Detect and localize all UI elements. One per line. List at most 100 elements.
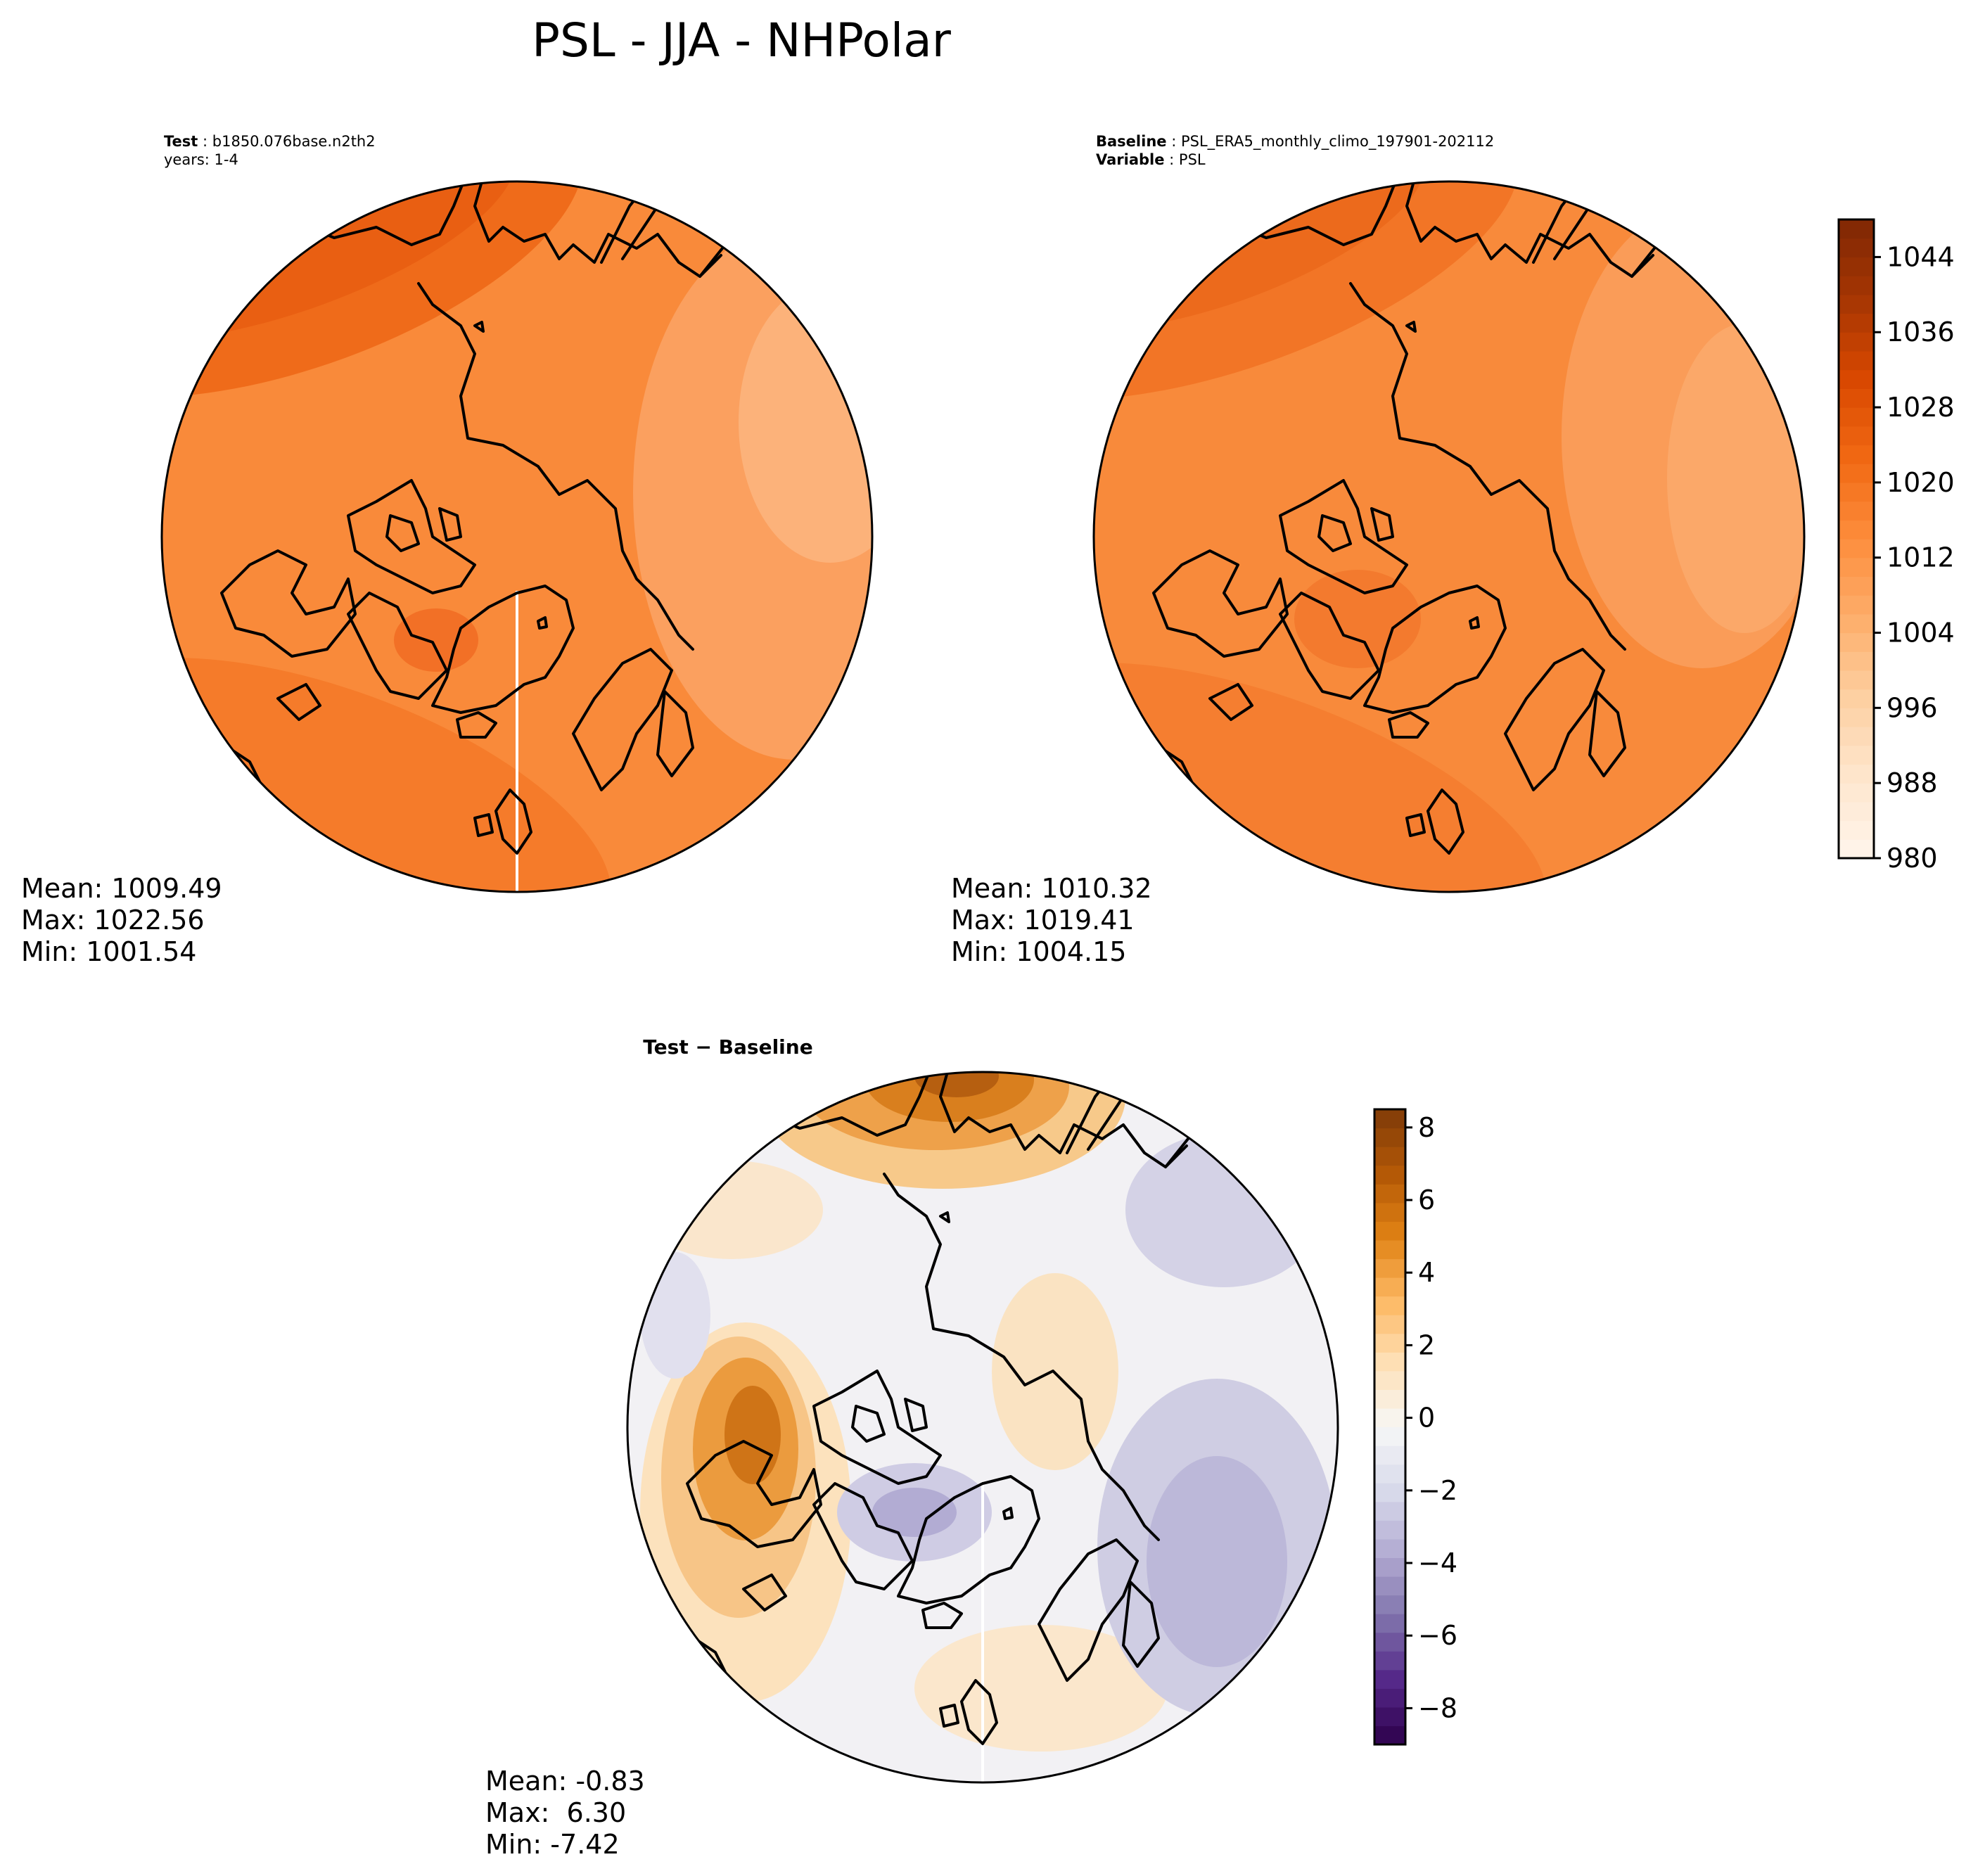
colorbar-difference-band <box>1374 1239 1405 1260</box>
colorbar-difference-band <box>1374 1464 1405 1483</box>
colorbar-difference-band <box>1374 1184 1405 1204</box>
colorbar-difference-band <box>1374 1352 1405 1372</box>
colorbar-difference-band <box>1374 1557 1405 1577</box>
colorbar-absolute-band <box>1839 839 1874 859</box>
colorbar-difference-band <box>1374 1725 1405 1745</box>
colorbar-absolute-tick-label: 1004 <box>1887 618 1955 649</box>
colorbar-difference-band <box>1374 1202 1405 1222</box>
panel-baseline-heading: Baseline : PSL_ERA5_monthly_climo_197901… <box>1096 133 1494 151</box>
colorbar-difference-band <box>1374 1669 1405 1689</box>
colorbar-difference-tick-label: 6 <box>1418 1185 1435 1215</box>
colorbar-difference: −8 −6 −4 −2 0 2 4 6 8 <box>1373 1108 1457 1746</box>
panel-baseline-heading-bold: Baseline <box>1096 133 1167 150</box>
panel-difference-heading: Test − Baseline <box>643 1035 812 1059</box>
colorbar-absolute-tick-label: 1036 <box>1887 317 1955 347</box>
panel-baseline-variable-value: PSL <box>1179 151 1206 168</box>
panel-test-mean: Mean: 1009.49 <box>21 873 222 904</box>
colorbar-absolute-band <box>1839 764 1874 784</box>
panel-difference: Test − Baseline Me <box>485 1035 1339 1860</box>
colorbar-difference-band <box>1374 1128 1405 1147</box>
colorbar-difference-band <box>1374 1258 1405 1278</box>
colorbar-difference-tick-label: 2 <box>1418 1329 1435 1360</box>
panel-difference-boundary <box>626 1071 1339 1784</box>
panel-test-heading-value: b1850.076base.n2th2 <box>212 133 376 150</box>
colorbar-absolute-band <box>1839 539 1874 559</box>
colorbar-difference-tick-label: −4 <box>1418 1548 1457 1578</box>
colorbar-difference-band <box>1374 1520 1405 1540</box>
panel-baseline-heading-value: PSL_ERA5_monthly_climo_197901-202112 <box>1181 133 1494 151</box>
colorbar-absolute-band <box>1839 294 1874 314</box>
colorbar-absolute-tick-label: 988 <box>1887 767 1938 798</box>
colorbar-difference-tick-label: −8 <box>1418 1692 1457 1723</box>
colorbar-difference-band <box>1374 1706 1405 1727</box>
colorbar-absolute-band <box>1839 727 1874 746</box>
colorbar-difference-band <box>1374 1632 1405 1652</box>
colorbar-difference-band <box>1374 1370 1405 1390</box>
panel-difference-mean: Mean: -0.83 <box>485 1766 645 1797</box>
colorbar-difference-tick-label: 4 <box>1418 1257 1435 1288</box>
colorbar-difference-band <box>1374 1277 1405 1297</box>
colorbar-difference-band <box>1374 1688 1405 1708</box>
figure-title: PSL - JJA - NHPolar <box>532 13 952 68</box>
colorbar-absolute-band <box>1839 689 1874 708</box>
colorbar-absolute: 980 988 996 1004 1012 1020 1028 1036 1044 <box>1837 218 1955 874</box>
panel-test-min: Min: 1001.54 <box>21 936 196 967</box>
colorbar-difference-band <box>1374 1501 1405 1521</box>
panel-difference-max: Max: 6.30 <box>485 1797 626 1828</box>
panel-test-heading: Test : b1850.076base.n2th2 <box>164 133 376 150</box>
colorbar-difference-band <box>1374 1333 1405 1353</box>
panel-test-heading-bold: Test <box>164 133 198 150</box>
colorbar-absolute-band <box>1839 276 1874 295</box>
panel-test-boundary <box>160 180 874 893</box>
colorbar-difference-tick-label: 8 <box>1418 1112 1435 1143</box>
colorbar-absolute-band <box>1839 670 1874 690</box>
colorbar-absolute-tick-label: 1028 <box>1887 392 1955 423</box>
colorbar-absolute-band <box>1839 651 1874 671</box>
colorbar-difference-band <box>1374 1408 1405 1428</box>
colorbar-absolute-band <box>1839 388 1874 408</box>
colorbar-difference-tick-label: −2 <box>1418 1475 1457 1506</box>
panel-baseline-variable-bold: Variable <box>1096 151 1164 168</box>
colorbar-difference-band <box>1374 1296 1405 1315</box>
panel-baseline-min: Min: 1004.15 <box>951 936 1126 967</box>
colorbar-difference-ticks: −8 −6 −4 −2 0 2 4 6 8 <box>1405 1112 1457 1723</box>
colorbar-absolute-band <box>1839 801 1874 822</box>
colorbar-absolute-band <box>1839 313 1874 333</box>
colorbar-difference-band <box>1374 1576 1405 1596</box>
colorbar-absolute-band <box>1839 613 1874 634</box>
colorbar-difference-band <box>1374 1165 1405 1185</box>
colorbar-difference-band <box>1374 1389 1405 1409</box>
colorbar-absolute-frame <box>1837 218 1875 860</box>
colorbar-difference-band <box>1374 1595 1405 1614</box>
colorbar-absolute-tick-label: 1020 <box>1887 467 1955 498</box>
panel-test-years: years: 1-4 <box>164 151 238 168</box>
colorbar-absolute-band <box>1839 369 1874 389</box>
colorbar-absolute-tick-label: 1012 <box>1887 542 1955 573</box>
colorbar-difference-band <box>1374 1221 1405 1241</box>
panel-baseline-map <box>1094 181 1804 892</box>
colorbar-absolute-band <box>1839 595 1874 615</box>
colorbar-absolute-band <box>1839 708 1874 727</box>
colorbar-absolute-gradient <box>1839 219 1874 859</box>
colorbar-absolute-band <box>1839 820 1874 840</box>
panel-difference-map <box>627 1072 1338 1782</box>
colorbar-difference-band <box>1374 1446 1405 1465</box>
colorbar-absolute-band <box>1839 464 1874 483</box>
colorbar-absolute-tick-label: 996 <box>1887 692 1938 723</box>
panel-baseline-boundary <box>1092 180 1806 893</box>
colorbar-difference-band <box>1374 1147 1405 1166</box>
colorbar-absolute-tick-label: 1044 <box>1887 241 1955 272</box>
colorbar-absolute-tick-label: 980 <box>1887 843 1938 874</box>
colorbar-absolute-band <box>1839 520 1874 540</box>
panel-difference-min: Min: -7.42 <box>485 1829 620 1860</box>
colorbar-absolute-band <box>1839 332 1874 352</box>
colorbar-difference-gradient <box>1374 1109 1405 1745</box>
panel-baseline: Baseline : PSL_ERA5_monthly_climo_197901… <box>951 133 1806 967</box>
panel-test-max: Max: 1022.56 <box>21 905 205 936</box>
panel-baseline-mean: Mean: 1010.32 <box>951 873 1152 904</box>
colorbar-absolute-band <box>1839 576 1874 596</box>
colorbar-absolute-band <box>1839 501 1874 521</box>
colorbar-absolute-band <box>1839 745 1874 765</box>
colorbar-difference-frame <box>1373 1108 1407 1746</box>
